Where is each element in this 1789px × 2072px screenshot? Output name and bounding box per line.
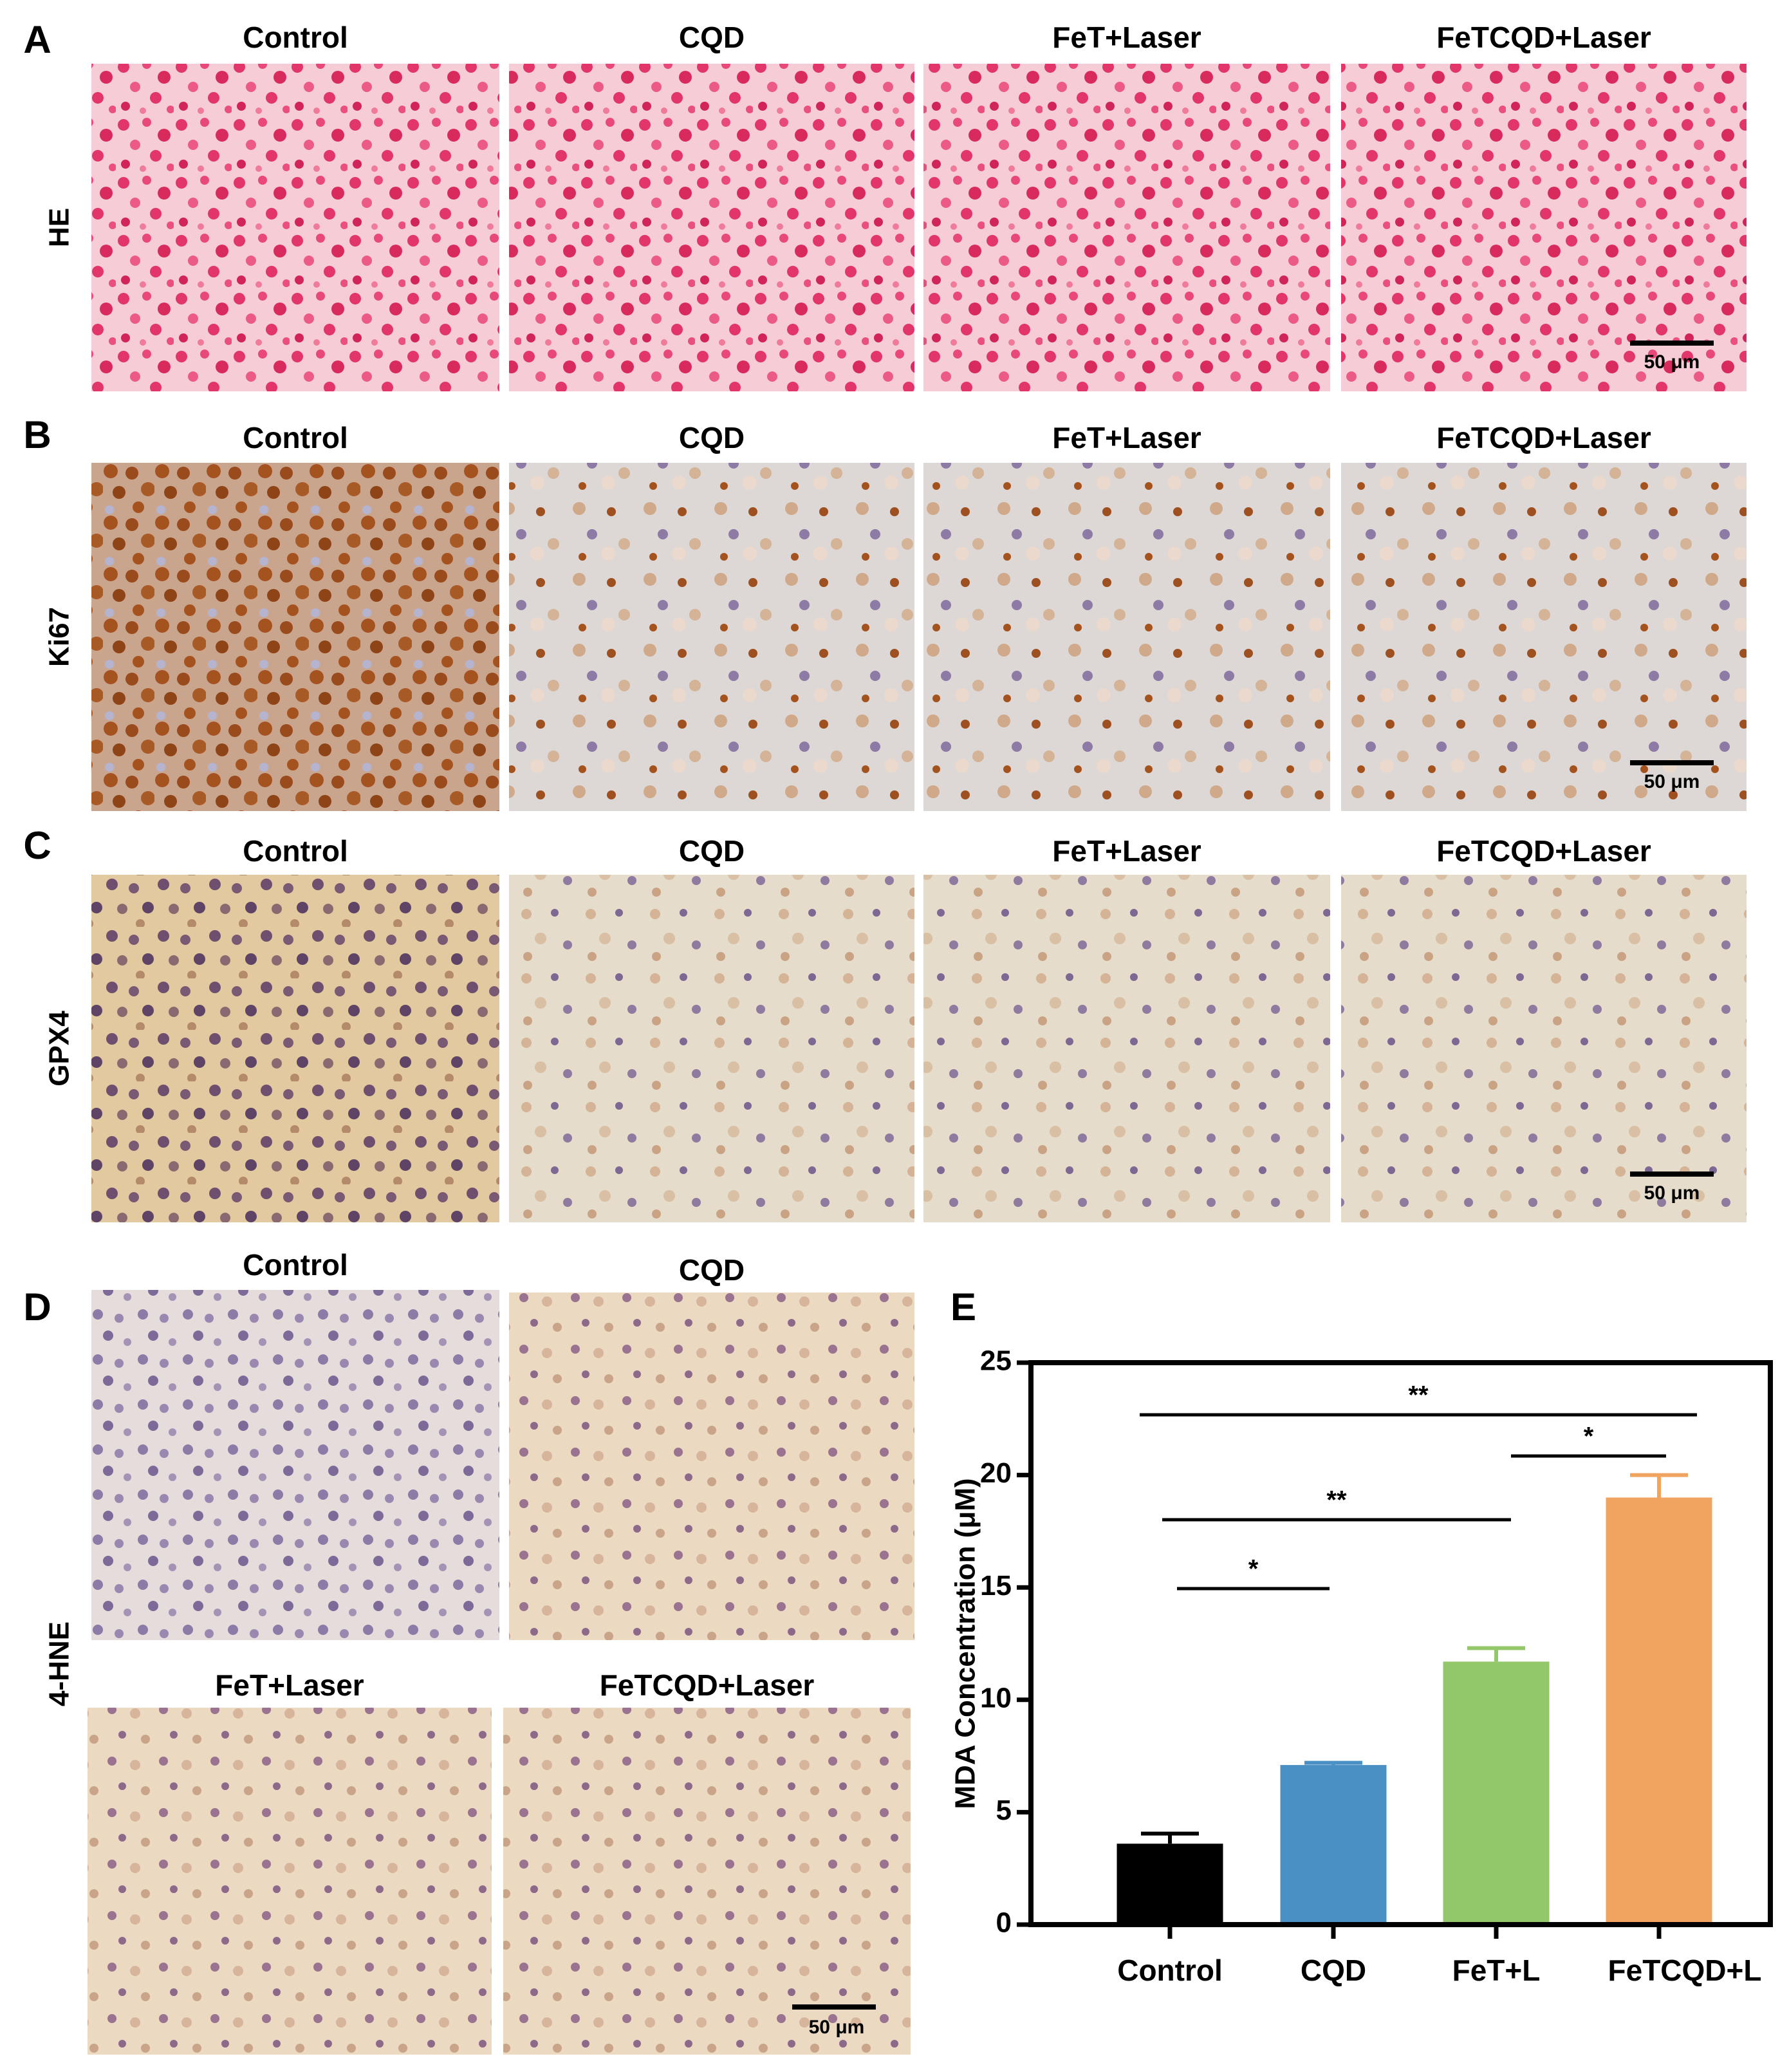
column-title: Control (243, 421, 348, 454)
y-tick-label: 0 (996, 1907, 1012, 1939)
row-label: HE (44, 208, 75, 247)
micrograph (509, 64, 914, 391)
micrograph (509, 463, 914, 811)
micrograph (923, 463, 1330, 811)
column-title: CQD (679, 421, 745, 454)
micrograph (91, 1290, 499, 1640)
error-bar (1467, 1646, 1525, 1662)
y-tick-label: 10 (980, 1682, 1012, 1713)
bar (1443, 1661, 1550, 1925)
error-bar (1304, 1760, 1362, 1766)
column-title: FeTCQD+Laser (1436, 421, 1651, 454)
y-tick-label: 25 (980, 1345, 1012, 1377)
x-tick-label: Control (1117, 1954, 1223, 1987)
panel-letter: C (23, 824, 51, 867)
error-bar (1141, 1831, 1199, 1844)
significance-label: * (1584, 1423, 1594, 1451)
row-label: GPX4 (44, 1011, 75, 1087)
micrograph (509, 1293, 914, 1640)
micrograph (1341, 875, 1747, 1222)
row-label: 4-HNE (44, 1621, 75, 1706)
panel-letter: A (23, 18, 51, 61)
micrograph (503, 1708, 911, 2055)
micrograph (88, 1708, 492, 2055)
column-title: FeT+Laser (1052, 21, 1201, 54)
y-tick-label: 15 (980, 1570, 1012, 1601)
x-tick-label: FeTCQD+L (1608, 1954, 1762, 1987)
panel-letter: D (23, 1285, 51, 1329)
significance-label: ** (1408, 1381, 1429, 1410)
micrograph (91, 463, 499, 811)
column-title: CQD (679, 21, 745, 54)
scale-bar-label: 50 μm (1644, 351, 1700, 373)
micrograph (923, 875, 1330, 1222)
panel-letter: B (23, 413, 51, 456)
column-title: FeTCQD+Laser (1436, 21, 1651, 54)
column-title: CQD (679, 834, 745, 868)
column-title: FeTCQD+Laser (600, 1668, 815, 1702)
row-label: Ki67 (44, 607, 75, 667)
y-axis-label: MDA Concentration (μM) (950, 1478, 981, 1809)
panel-letter: E (950, 1285, 976, 1329)
y-tick-label: 20 (980, 1457, 1012, 1489)
column-title: Control (243, 834, 348, 868)
micrograph (91, 64, 499, 391)
error-bar (1630, 1473, 1688, 1498)
scale-bar-label: 50 μm (809, 2017, 865, 2038)
micrograph (509, 875, 914, 1222)
y-tick-label: 5 (996, 1795, 1012, 1826)
bar (1280, 1765, 1387, 1925)
micrograph (1341, 463, 1747, 811)
column-title: Control (243, 1248, 348, 1282)
scale-bar-label: 50 μm (1644, 771, 1700, 792)
bar (1117, 1843, 1223, 1925)
micrograph (1341, 64, 1747, 391)
plot-frame (1028, 1360, 1773, 1927)
column-title: FeT+Laser (1052, 834, 1201, 868)
bar (1606, 1497, 1712, 1925)
column-title: CQD (679, 1253, 745, 1287)
column-title: FeT+Laser (215, 1668, 364, 1702)
micrograph (923, 64, 1330, 391)
micrograph (91, 875, 499, 1222)
column-title: FeT+Laser (1052, 421, 1201, 454)
x-tick-label: CQD (1301, 1954, 1366, 1987)
x-tick-label: FeT+L (1452, 1954, 1541, 1987)
significance-label: ** (1326, 1486, 1347, 1515)
significance-label: * (1248, 1555, 1259, 1583)
scale-bar-label: 50 μm (1644, 1182, 1700, 1204)
column-title: Control (243, 21, 348, 54)
column-title: FeTCQD+Laser (1436, 834, 1651, 868)
